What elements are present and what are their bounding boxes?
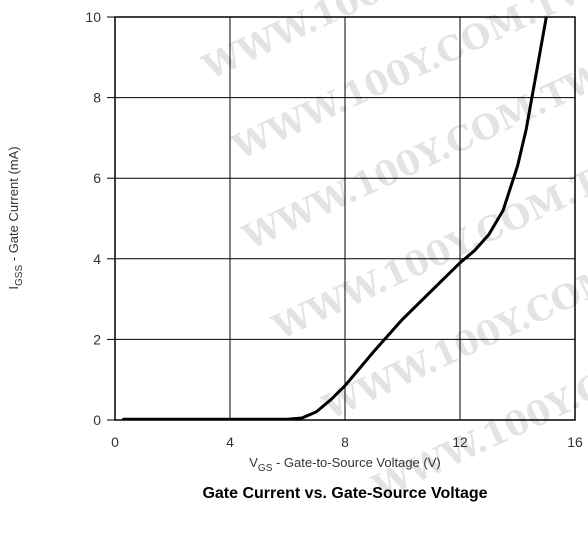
x-tick-label: 0 bbox=[111, 434, 119, 450]
y-tick-label: 6 bbox=[93, 170, 101, 186]
chart-title: Gate Current vs. Gate-Source Voltage bbox=[202, 485, 487, 502]
y-tick-label: 4 bbox=[93, 251, 101, 267]
series-layer bbox=[122, 17, 548, 420]
x-tick-label: 8 bbox=[341, 434, 349, 450]
x-tick-label: 12 bbox=[452, 434, 468, 450]
watermark-layer: WWW.100Y.COM.TWWWW.100Y.COM.TWWWW.100Y.C… bbox=[196, 0, 588, 509]
y-tick-labels: 0 2 4 6 8 10 bbox=[85, 9, 101, 428]
y-tick-label: 8 bbox=[93, 90, 101, 106]
plot-frame bbox=[114, 16, 576, 421]
y-axis-label-subscript: GSS bbox=[14, 265, 25, 286]
y-tick-label: 0 bbox=[93, 412, 101, 428]
y-tick-label: 2 bbox=[93, 331, 101, 347]
x-axis-label-subscript: GS bbox=[258, 463, 273, 474]
y-axis-label: IGSS - Gate Current (mA) bbox=[6, 146, 25, 289]
y-tick-label: 10 bbox=[85, 9, 101, 25]
series-line bbox=[122, 17, 548, 420]
x-tick-label: 4 bbox=[226, 434, 234, 450]
x-tick-labels: 0 4 8 12 16 bbox=[111, 434, 583, 450]
x-axis-label: VGS - Gate-to-Source Voltage (V) bbox=[249, 455, 440, 474]
x-tick-label: 16 bbox=[567, 434, 583, 450]
